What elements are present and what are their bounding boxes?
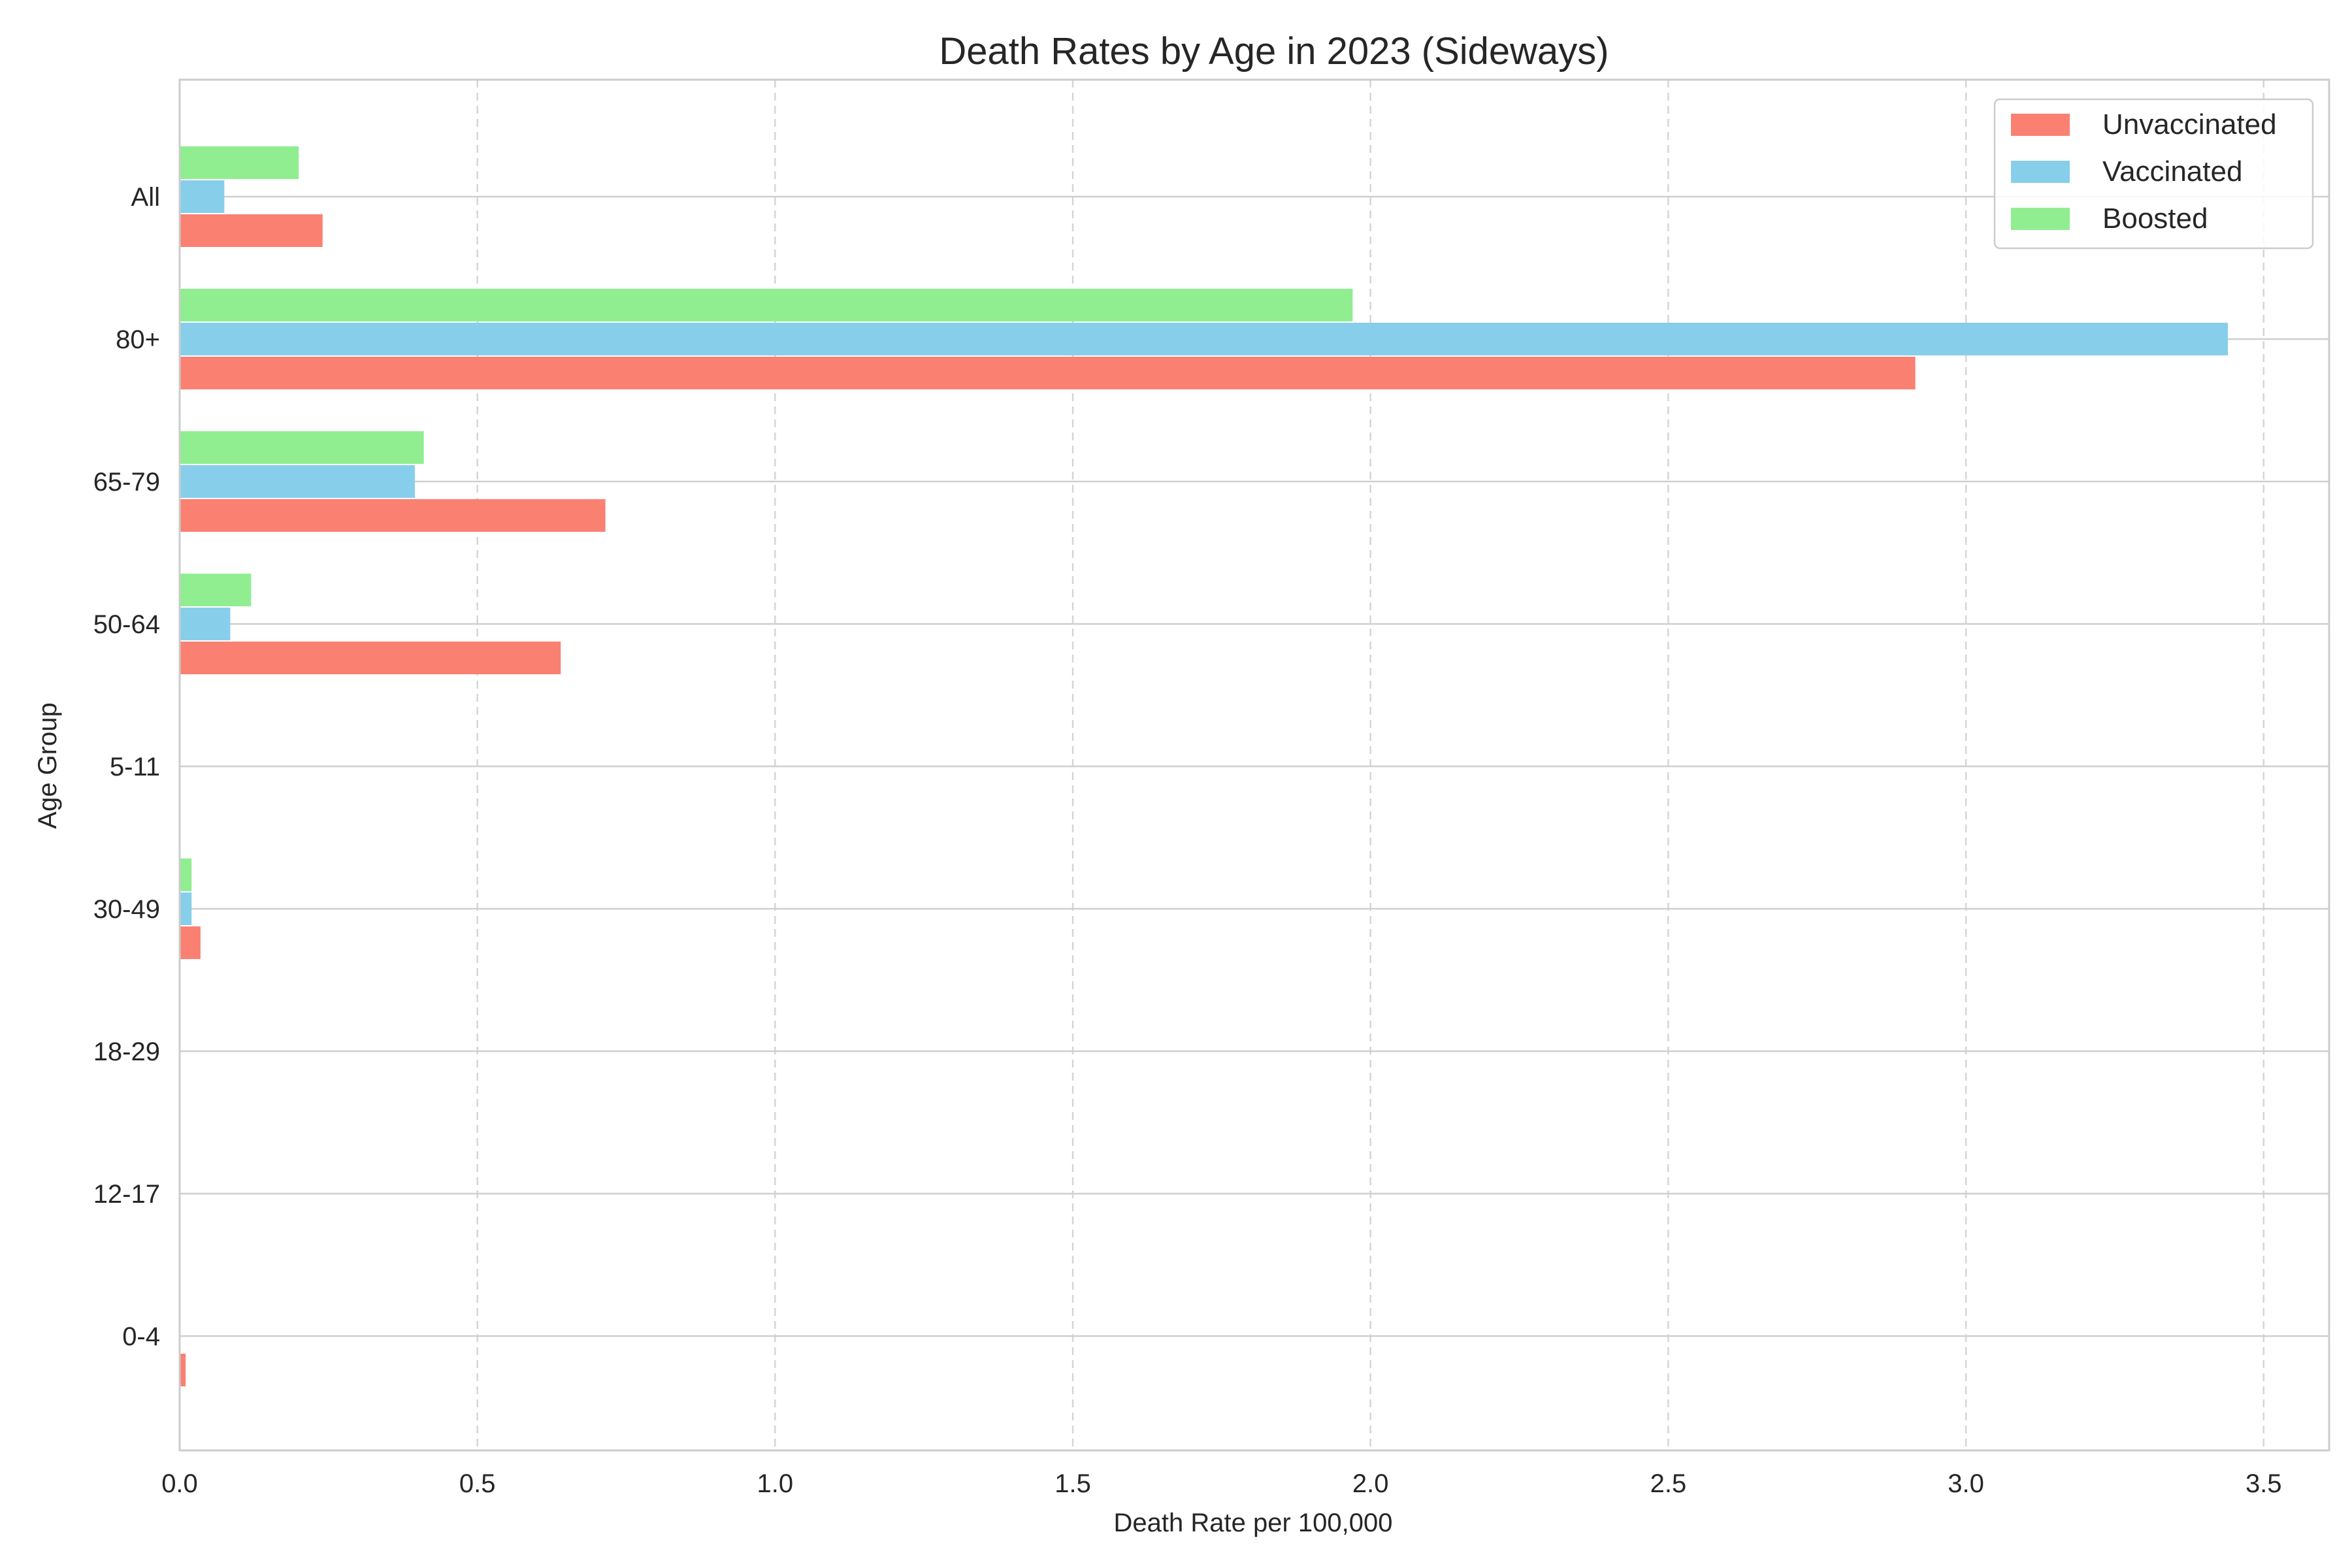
x-tick-label: 2.5 [1650,1469,1687,1498]
y-tick-label: 0-4 [122,1322,160,1351]
x-tick-label: 3.5 [2246,1469,2282,1498]
y-tick-label: 12-17 [93,1180,160,1209]
bar-vaccinated-All [180,180,225,213]
bar-unvaccinated-50-64 [180,642,561,674]
legend-label-vaccinated: Vaccinated [2102,155,2242,188]
chart-title: Death Rates by Age in 2023 (Sideways) [939,30,1609,73]
bar-vaccinated-65-79 [180,465,415,498]
y-tick-label: 30-49 [93,895,160,924]
y-tick-label: 65-79 [93,468,160,497]
legend-box [1993,98,2314,250]
bar-unvaccinated-All [180,214,323,247]
y-tick-label: All [131,183,160,212]
bar-unvaccinated-30-49 [180,926,201,959]
x-tick-label: 3.0 [1948,1469,1984,1498]
bar-vaccinated-50-64 [180,608,231,640]
x-axis-label: Death Rate per 100,000 [1114,1509,1393,1537]
bar-unvaccinated-80+ [180,357,1916,389]
x-tick-label: 0.5 [459,1469,496,1498]
x-tick-label: 0.0 [161,1469,198,1498]
legend-label-unvaccinated: Unvaccinated [2102,108,2277,140]
bar-boosted-All [180,146,299,179]
bars [180,146,2229,1386]
y-tick-label: 18-29 [93,1037,160,1066]
legend-swatch-unvaccinated [2011,114,2070,136]
x-tick-label: 2.0 [1352,1469,1389,1498]
y-tick-label: 80+ [116,325,160,354]
y-tick-label: 50-64 [93,610,160,639]
legend-swatch-boosted [2011,208,2070,230]
x-tick-label: 1.0 [757,1469,794,1498]
bar-unvaccinated-65-79 [180,499,606,532]
bar-unvaccinated-0-4 [180,1354,186,1386]
bar-vaccinated-30-49 [180,892,192,925]
grid-lines [178,80,2329,1450]
bar-boosted-65-79 [180,431,424,464]
bar-boosted-30-49 [180,858,192,891]
legend-swatch-vaccinated [2011,161,2070,183]
bar-boosted-80+ [180,289,1353,321]
bar-boosted-50-64 [180,574,252,606]
x-tick-label: 1.5 [1054,1469,1091,1498]
y-axis-label: Age Group [33,702,62,828]
plot-frame [178,78,2330,1452]
axes: 0.0 0.5 1.0 1.5 2.0 2.5 3.0 3.5 0-4 12-17 18-29 30-… [93,78,2330,1498]
y-tick-label: 5-11 [110,753,160,781]
bar-vaccinated-80+ [180,323,2229,355]
legend: Unvaccinated Vaccinated Boosted [1993,98,2314,250]
legend-label-boosted: Boosted [2102,203,2208,235]
